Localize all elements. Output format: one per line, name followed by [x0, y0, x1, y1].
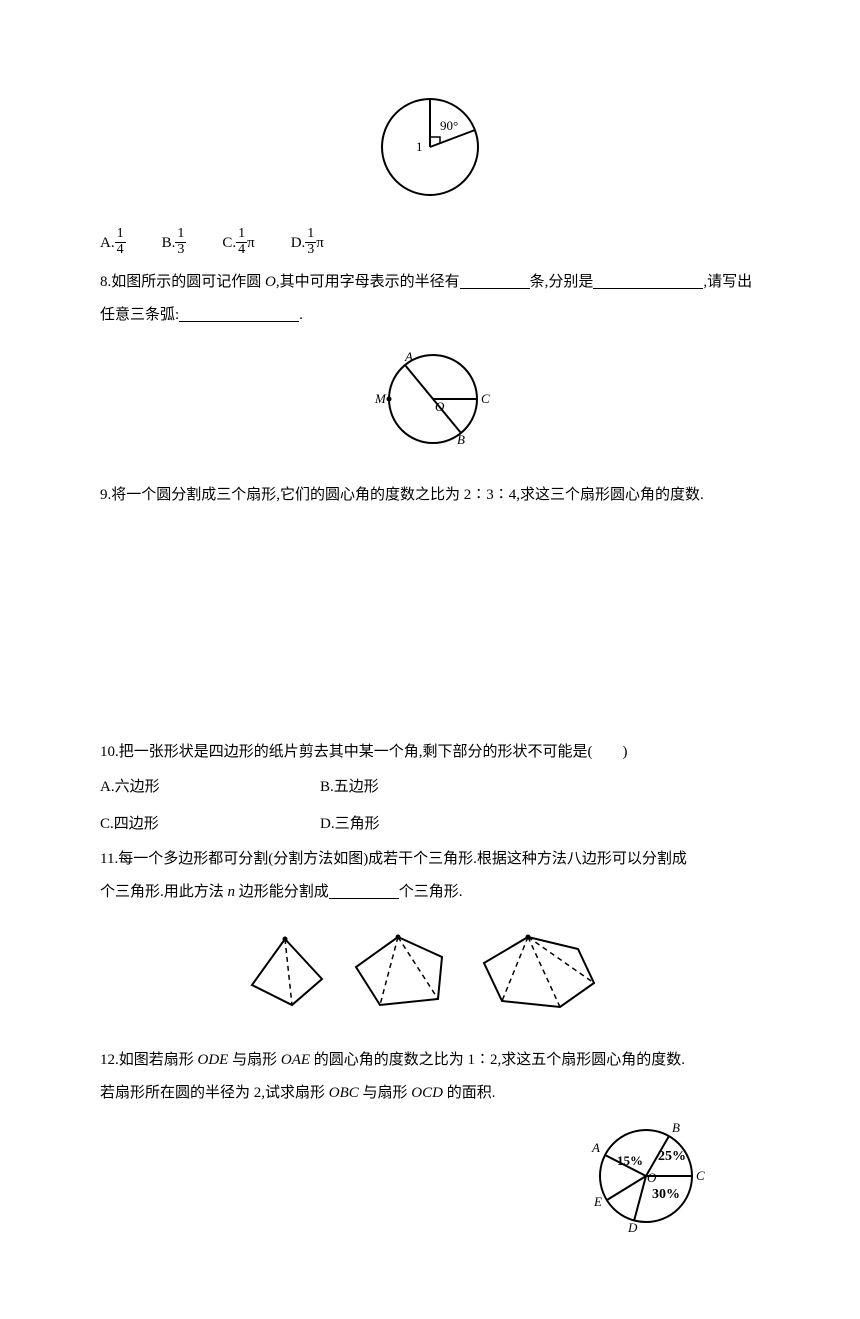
choice-C-num: 1: [236, 227, 247, 243]
q12-mid1: 与扇形: [228, 1052, 281, 1068]
q12-mid2: 与扇形: [359, 1085, 412, 1101]
q7-choices: A.14 B.13 C.14π D.13π: [100, 227, 760, 260]
pie-label-E: E: [593, 1194, 602, 1209]
figure-polygons: [100, 927, 760, 1030]
q8-part4: .: [299, 307, 303, 323]
q8-blank3[interactable]: [179, 305, 299, 323]
polygon-5: [356, 935, 442, 1006]
pie-pct-15: 15%: [617, 1153, 643, 1168]
q8-circle-name: O: [265, 274, 276, 290]
q12-s3: OBC: [329, 1085, 359, 1101]
q10: 10.把一张形状是四边形的纸片剪去其中某一个角,剩下部分的形状不可能是( ): [100, 736, 760, 769]
pie-label-B: B: [672, 1120, 680, 1135]
figure-circle-moacb: O C A B M: [100, 344, 760, 467]
label-C: C: [481, 391, 490, 406]
choice-B-den: 3: [175, 243, 186, 258]
q11-nvar: n: [228, 884, 236, 900]
figure-pie: B C D E A O 15% 25% 30%: [100, 1118, 760, 1251]
label-90: 90°: [440, 118, 458, 133]
choice-C[interactable]: C.14π: [222, 227, 254, 260]
choice-A-den: 4: [115, 243, 126, 258]
choice-q10-D[interactable]: D.三角形: [320, 808, 540, 841]
q8: 8.如图所示的圆可记作圆 O,其中可用字母表示的半径有条,分别是,请写出任意三条…: [100, 266, 760, 332]
choice-D-den: 3: [305, 243, 316, 258]
q12-line1b: 的圆心角的度数之比为 1∶2,求这五个扇形圆心角的度数.: [310, 1052, 685, 1068]
q11-line1a: 11.每一个多边形都可分割(分割方法如图)成若干个三角形.根据这种方法八边形可以…: [100, 851, 687, 867]
q12-line2a: 若扇形所在圆的半径为 2,试求扇形: [100, 1085, 329, 1101]
label-B: B: [457, 432, 465, 447]
choice-D-num: 1: [305, 227, 316, 243]
pie-label-A: A: [591, 1140, 600, 1155]
choice-q10-C[interactable]: C.四边形: [100, 808, 320, 841]
q11-line2a: 个三角形.用此方法: [100, 884, 228, 900]
q12: 12.如图若扇形 ODE 与扇形 OAE 的圆心角的度数之比为 1∶2,求这五个…: [100, 1044, 760, 1110]
svg-circle-moacb: O C A B M: [355, 344, 505, 454]
choice-D[interactable]: D.13π: [291, 227, 324, 260]
q9-text: 9.将一个圆分割成三个扇形,它们的圆心角的度数之比为 2∶3∶4,求这三个扇形圆…: [100, 487, 704, 503]
q11: 11.每一个多边形都可分割(分割方法如图)成若干个三角形.根据这种方法八边形可以…: [100, 843, 760, 909]
choice-A-letter: A.: [100, 235, 115, 251]
q12-line1a: 12.如图若扇形: [100, 1052, 198, 1068]
pie-pct-30: 30%: [652, 1187, 680, 1202]
q8-blank2[interactable]: [593, 272, 703, 290]
choice-A-num: 1: [115, 227, 126, 243]
figure-circle-90: 90° 1: [100, 92, 760, 215]
q10-text: 10.把一张形状是四边形的纸片剪去其中某一个角,剩下部分的形状不可能是( ): [100, 744, 628, 760]
q12-line2b: 的面积.: [443, 1085, 496, 1101]
svg-pie: B C D E A O 15% 25% 30%: [580, 1118, 720, 1238]
spacer: [100, 514, 760, 734]
pie-label-O: O: [647, 1170, 657, 1185]
q10-choices: A.六边形 B.五边形 C.四边形 D.三角形: [100, 771, 760, 841]
choice-B-num: 1: [175, 227, 186, 243]
pie-label-C: C: [696, 1168, 705, 1183]
label-A: A: [404, 349, 413, 364]
q9: 9.将一个圆分割成三个扇形,它们的圆心角的度数之比为 2∶3∶4,求这三个扇形圆…: [100, 479, 760, 512]
label-1: 1: [416, 139, 423, 154]
choice-D-suffix: π: [316, 235, 324, 251]
q11-line2b: 边形能分割成: [235, 884, 329, 900]
page: 90° 1 A.14 B.13 C.14π D.13π 8.如图所示的圆可记作圆…: [0, 0, 860, 1319]
choice-D-letter: D.: [291, 235, 306, 251]
polygon-6: [484, 935, 594, 1008]
svg-polygons: [230, 927, 630, 1017]
choice-C-den: 4: [236, 243, 247, 258]
q12-s1: ODE: [198, 1052, 229, 1068]
choice-q10-B[interactable]: B.五边形: [320, 771, 540, 804]
q8-part1: ,其中可用字母表示的半径有: [276, 274, 460, 290]
choice-B-letter: B.: [162, 235, 176, 251]
choice-C-letter: C.: [222, 235, 236, 251]
q12-s2: OAE: [281, 1052, 310, 1068]
choice-C-suffix: π: [247, 235, 255, 251]
q8-blank1[interactable]: [460, 272, 530, 290]
label-M: M: [374, 391, 387, 406]
polygon-4: [252, 937, 322, 1006]
choice-q10-A[interactable]: A.六边形: [100, 771, 320, 804]
q11-blank[interactable]: [329, 882, 399, 900]
choice-A[interactable]: A.14: [100, 227, 126, 260]
pie-pct-25: 25%: [658, 1149, 686, 1164]
choice-B[interactable]: B.13: [162, 227, 187, 260]
q8-part2: 条,分别是: [530, 274, 594, 290]
pie-label-D: D: [627, 1220, 638, 1235]
q8-prefix: 8.如图所示的圆可记作圆: [100, 274, 265, 290]
q11-line2c: 个三角形.: [399, 884, 463, 900]
q12-s4: OCD: [411, 1085, 443, 1101]
